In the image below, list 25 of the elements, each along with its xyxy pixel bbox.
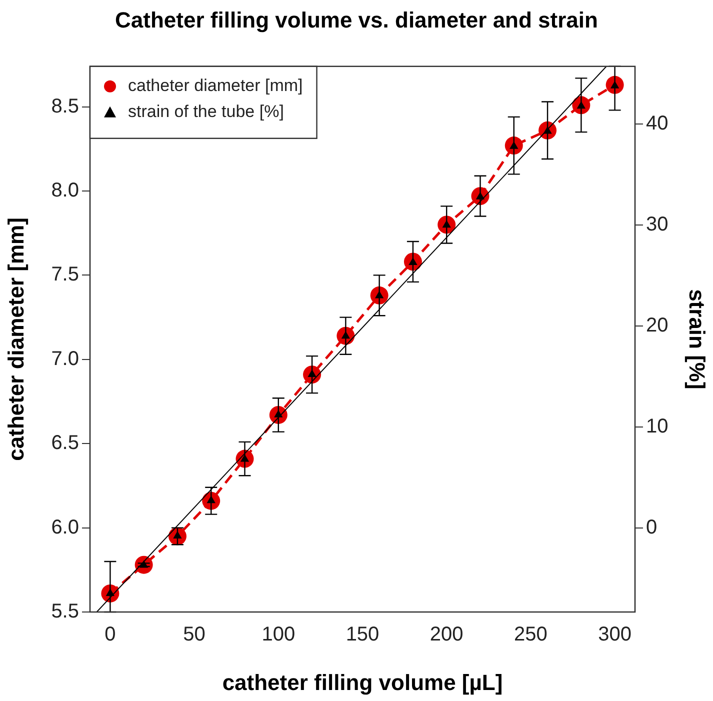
y-tick-label: 7.0: [51, 348, 79, 370]
y-axis-title: catheter diameter [mm]: [3, 218, 28, 461]
x-tick-label: 0: [104, 624, 116, 646]
x-tick-label: 300: [598, 624, 632, 646]
y-tick-label: 7.5: [51, 264, 79, 286]
y-tick-label: 6.5: [51, 432, 79, 454]
legend-label: catheter diameter [mm]: [128, 76, 303, 96]
x-axis-title: catheter filling volume [µL]: [222, 670, 503, 695]
y-tick-label: 8.0: [51, 180, 79, 202]
y2-tick-label: 30: [646, 214, 668, 236]
x-tick-label: 50: [183, 624, 206, 646]
y-tick-label: 5.5: [51, 600, 79, 623]
legend-label: strain of the tube [%]: [128, 102, 284, 122]
x-tick-label: 250: [514, 624, 548, 646]
y2-tick-label: 40: [646, 112, 668, 135]
y2-axis-title: strain [%]: [684, 289, 710, 390]
y2-tick-label: 10: [646, 416, 668, 438]
x-tick-label: 100: [262, 624, 296, 646]
chart-title: Catheter filling volume vs. diameter and strain: [115, 7, 598, 32]
y-tick-label: 6.0: [51, 516, 79, 538]
x-tick-label: 200: [430, 624, 464, 646]
x-tick-label: 150: [346, 624, 380, 646]
y2-tick-label: 0: [646, 516, 658, 538]
y2-tick-label: 20: [646, 314, 668, 337]
y-tick-label: 8.5: [51, 95, 79, 118]
